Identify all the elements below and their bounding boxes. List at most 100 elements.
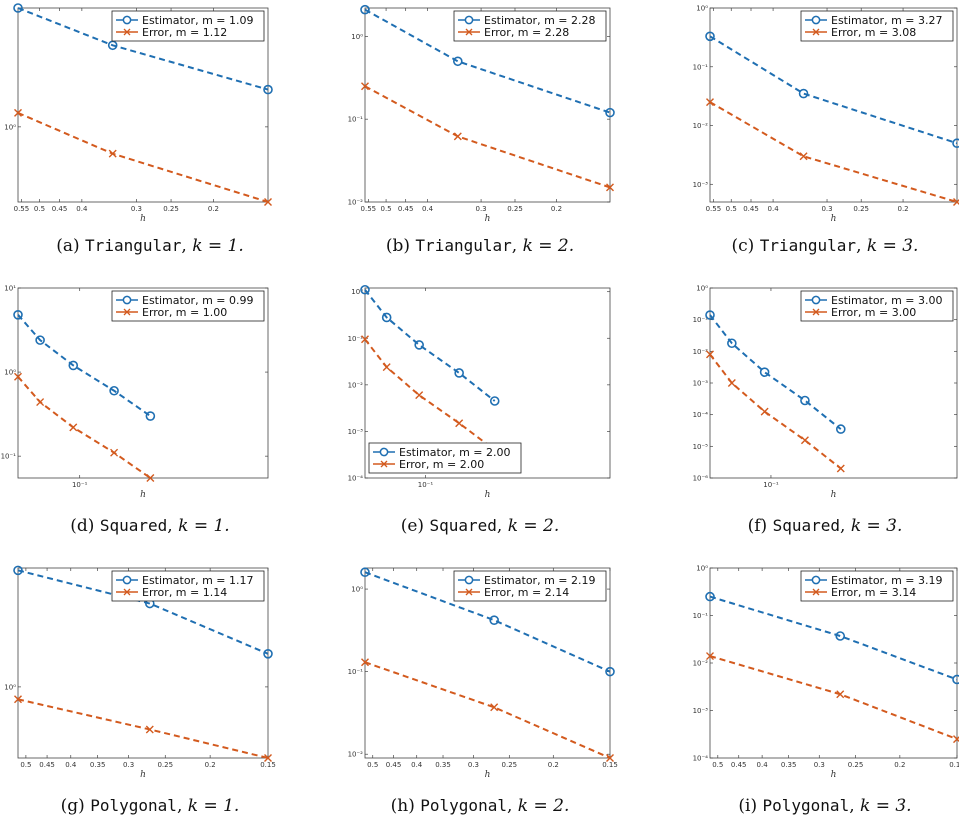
x-tick-label: 0.2: [551, 205, 562, 213]
x-tick-label: 0.25: [502, 761, 518, 769]
x-tick-label: 0.3: [821, 205, 832, 213]
caption-f: (f) Squared, k = 3.: [675, 516, 959, 536]
x-axis-label: h: [485, 214, 491, 224]
legend-entry: Error, m = 2.28: [484, 26, 569, 39]
caption-k: k = 2.: [518, 796, 570, 816]
x-tick-label: 0.2: [208, 205, 219, 213]
y-tick-label: 10⁻⁵: [693, 443, 709, 451]
x-axis-label: h: [831, 770, 837, 780]
x-axis-label: h: [140, 214, 146, 224]
caption-mesh: Squared: [100, 516, 167, 535]
legend-entry: Error, m = 3.14: [831, 586, 916, 599]
x-tick-label: 0.25: [157, 761, 173, 769]
caption-g: (g) Polygonal, k = 1.: [0, 796, 300, 816]
caption-mesh: Polygonal: [763, 796, 850, 815]
y-tick-label: 10⁰: [696, 565, 708, 573]
y-tick-label: 10⁻²: [693, 122, 709, 130]
y-tick-label: 10⁻²: [693, 660, 709, 668]
y-tick-label: 10⁻¹: [348, 335, 364, 343]
legend-marker: [465, 576, 472, 583]
legend-entry: Error, m = 3.00: [831, 306, 916, 319]
caption-label: (f): [748, 516, 768, 536]
legend-entry: Error, m = 1.14: [142, 586, 227, 599]
y-tick-label: 10⁻³: [693, 380, 709, 388]
x-tick-label: 0.2: [894, 761, 905, 769]
y-tick-label: 10⁻¹: [693, 612, 709, 620]
legend-entry: Error, m = 3.08: [831, 26, 916, 39]
caption-e: (e) Squared, k = 2.: [330, 516, 630, 536]
x-axis-label: h: [140, 770, 146, 780]
caption-k: k = 3.: [867, 236, 919, 256]
x-tick-label: 0.25: [163, 205, 179, 213]
legend-marker: [123, 16, 130, 23]
caption-label: (e): [401, 516, 424, 536]
caption-mesh: Squared: [773, 516, 840, 535]
x-tick-label: 0.55: [14, 205, 30, 213]
x-tick-label: 0.5: [20, 761, 31, 769]
x-tick-label: 0.4: [76, 205, 88, 213]
x-tick-label: 0.4: [411, 761, 423, 769]
y-tick-label: 10⁻²: [693, 348, 709, 356]
x-tick-label: 0.45: [743, 205, 759, 213]
x-tick-label: 0.35: [435, 761, 451, 769]
caption-k: k = 1.: [178, 516, 230, 536]
legend-marker: [812, 16, 819, 23]
caption-k: k = 1.: [188, 796, 240, 816]
caption-h: (h) Polygonal, k = 2.: [330, 796, 630, 816]
y-tick-label: 10⁻¹: [1, 453, 17, 461]
x-axis-label: h: [485, 770, 491, 780]
y-tick-label: 10⁰: [351, 33, 363, 41]
x-axis-label: h: [140, 490, 146, 500]
x-tick-label: 0.25: [853, 205, 869, 213]
x-tick-label: 0.25: [848, 761, 864, 769]
x-tick-label: 0.5: [381, 205, 392, 213]
x-tick-label: 0.55: [361, 205, 377, 213]
y-tick-label: 10⁰: [351, 586, 363, 594]
caption-i: (i) Polygonal, k = 3.: [675, 796, 959, 816]
x-tick-label: 0.2: [897, 205, 908, 213]
legend-entry: Error, m = 2.00: [399, 458, 484, 471]
y-tick-label: 10⁻⁴: [693, 755, 709, 763]
caption-a: (a) Triangular, k = 1.: [0, 236, 300, 256]
caption-mesh: Triangular: [415, 236, 511, 255]
x-tick-label: 0.3: [131, 205, 142, 213]
x-tick-label: 0.5: [34, 205, 45, 213]
y-tick-label: 10⁻¹: [693, 63, 709, 71]
caption-label: (d): [70, 516, 94, 536]
y-tick-label: 10⁻⁴: [693, 411, 709, 419]
legend-marker: [123, 296, 130, 303]
x-tick-label: 0.4: [757, 761, 769, 769]
x-axis-label: h: [831, 490, 837, 500]
caption-d: (d) Squared, k = 1.: [0, 516, 300, 536]
x-tick-label: 0.45: [39, 761, 55, 769]
caption-k: k = 1.: [192, 236, 244, 256]
y-tick-label: 10⁻²: [348, 751, 364, 759]
plot-f: 10⁻⁶10⁻⁵10⁻⁴10⁻³10⁻²10⁻¹10⁰10⁻¹hEstimato…: [675, 280, 959, 508]
legend-marker: [380, 448, 387, 455]
caption-label: (h): [391, 796, 415, 816]
x-tick-label: 0.45: [52, 205, 68, 213]
x-tick-label: 0.2: [548, 761, 559, 769]
x-axis-label: h: [831, 214, 837, 224]
x-tick-label: 0.55: [706, 205, 722, 213]
y-tick-label: 10⁻²: [348, 381, 364, 389]
legend-entry: Error, m = 1.12: [142, 26, 227, 39]
y-tick-label: 10⁻³: [693, 707, 709, 715]
